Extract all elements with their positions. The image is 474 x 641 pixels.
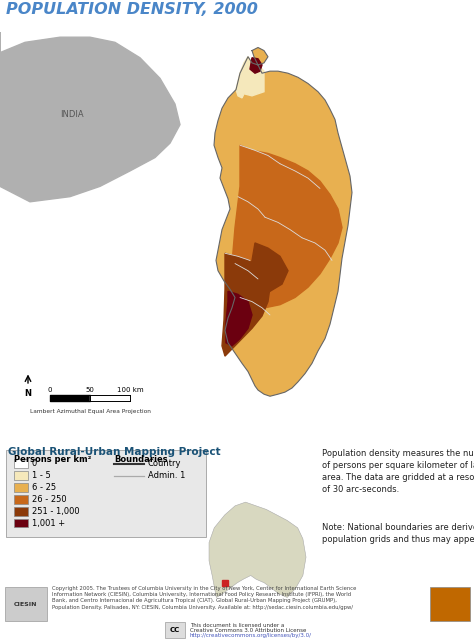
Bar (430, 587, 470, 621)
Polygon shape (0, 32, 180, 202)
Text: Boundaries: Boundaries (114, 455, 168, 465)
Text: 1,001 +: 1,001 + (32, 519, 65, 528)
Polygon shape (209, 502, 306, 597)
Text: POPULATION DENSITY, 2000: POPULATION DENSITY, 2000 (6, 3, 257, 17)
Text: Sri Lanka: Sri Lanka (6, 19, 68, 31)
Text: Persons per km²: Persons per km² (14, 455, 91, 465)
Text: This document is licensed under a: This document is licensed under a (190, 623, 284, 628)
Text: GRUMP: GRUMP (420, 19, 468, 31)
Bar (14, 471, 28, 480)
Text: Population density measures the number
of persons per square kilometer of land
a: Population density measures the number o… (322, 449, 474, 494)
Text: CIESIN: CIESIN (14, 601, 38, 606)
Text: CC: CC (170, 627, 180, 633)
Text: http://creativecommons.org/licenses/by/3.0/: http://creativecommons.org/licenses/by/3… (190, 633, 312, 638)
Polygon shape (248, 243, 288, 294)
Polygon shape (214, 47, 352, 396)
Polygon shape (250, 58, 262, 73)
Text: 6 - 25: 6 - 25 (32, 483, 56, 492)
Polygon shape (236, 57, 264, 98)
Text: Global Rural-Urban Mapping Project: Global Rural-Urban Mapping Project (8, 447, 220, 456)
Text: 100 km: 100 km (117, 387, 143, 393)
Bar (14, 460, 28, 468)
Text: 0: 0 (32, 460, 37, 469)
Text: INDIA: INDIA (60, 110, 84, 119)
Text: 50: 50 (86, 387, 94, 393)
Text: N: N (25, 389, 31, 398)
Text: Admin. 1: Admin. 1 (148, 471, 185, 480)
Polygon shape (222, 253, 270, 356)
Bar (5, 587, 47, 621)
Bar (14, 519, 28, 528)
Text: Country: Country (148, 460, 182, 469)
Text: 0: 0 (48, 387, 52, 393)
Bar (14, 483, 28, 492)
Bar (6, 451, 206, 537)
Text: Lambert Azimuthal Equal Area Projection: Lambert Azimuthal Equal Area Projection (29, 408, 150, 413)
Bar (165, 622, 185, 638)
Text: Creative Commons 3.0 Attribution License: Creative Commons 3.0 Attribution License (190, 628, 306, 633)
Bar (14, 495, 28, 504)
Text: 1 - 5: 1 - 5 (32, 471, 51, 480)
Text: 251 - 1,000: 251 - 1,000 (32, 506, 80, 516)
Text: Note: National boundaries are derived from the
population grids and thus may app: Note: National boundaries are derived fr… (322, 523, 474, 544)
Polygon shape (232, 146, 342, 308)
Polygon shape (226, 291, 252, 346)
Text: 26 - 250: 26 - 250 (32, 495, 67, 504)
Text: Copyright 2005. The Trustees of Columbia University in the City of New York, Cen: Copyright 2005. The Trustees of Columbia… (52, 586, 356, 610)
Bar (14, 507, 28, 515)
